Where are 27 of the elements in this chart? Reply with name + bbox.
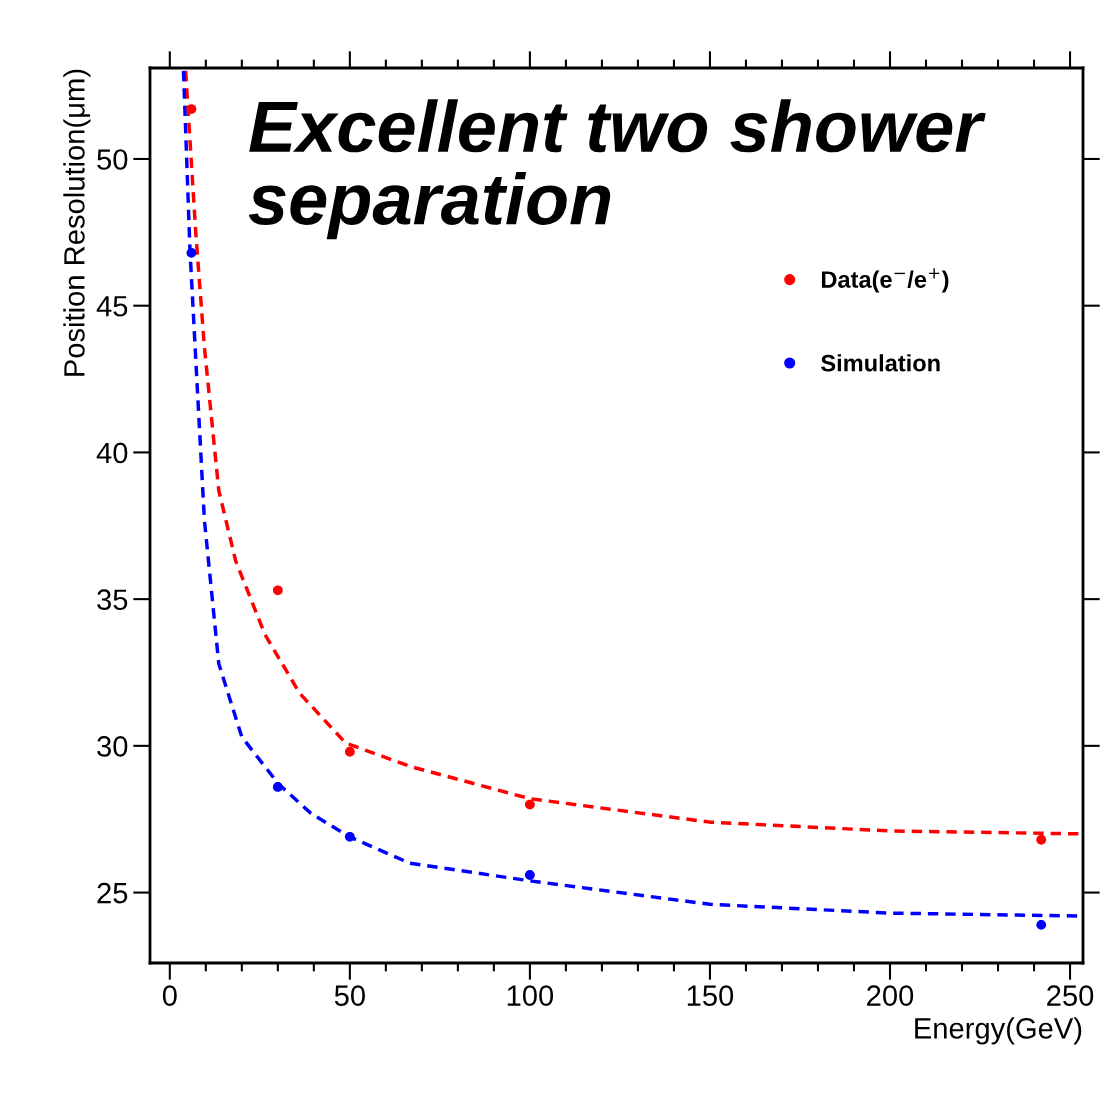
y-tick-label: 45 [96,296,128,317]
y-tick-label: 40 [96,442,128,464]
x-axis-title: Energy(GeV) [915,1017,1082,1045]
y-tick-label: 25 [97,882,128,904]
point [344,831,355,842]
point [524,799,535,810]
x-tick-label: 150 [687,985,734,1006]
x-tick-label: 200 [867,985,914,1006]
point [186,247,197,258]
point [186,104,197,114]
annotation: Excellent two shower separation [248,99,986,240]
legend-label: Simulation [821,354,940,372]
x-tick-label: 100 [507,985,554,1006]
y-tick-label: 35 [97,589,128,610]
point [344,746,355,757]
x-tick-label: 0 [162,985,177,1006]
x-tick-label: 50 [334,985,365,1006]
y-tick-label: 50 [97,149,128,170]
point [524,870,535,880]
point [272,585,283,596]
y-tick-label: 30 [97,736,128,757]
point [272,782,283,792]
y-axis-title: Position Resolution(μm) [63,69,91,376]
legend-label: Data(e$^{−}$/e$^{+}$) [821,268,949,293]
x-tick-label: 250 [1047,985,1094,1006]
point [1036,919,1047,930]
point [1036,834,1047,845]
